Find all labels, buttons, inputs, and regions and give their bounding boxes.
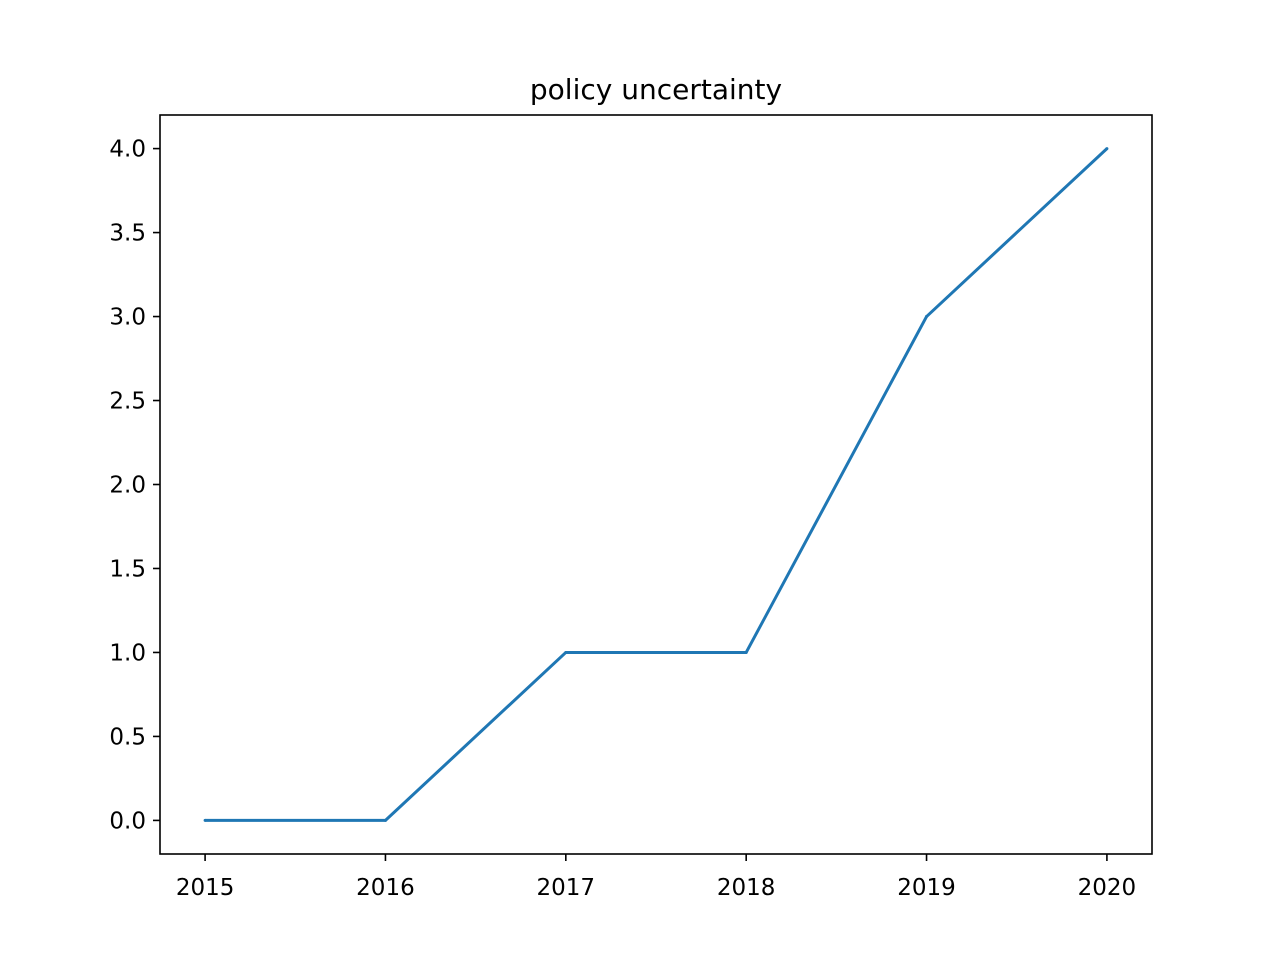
y-tick-label: 4.0 xyxy=(109,137,146,163)
x-tick-label: 2016 xyxy=(356,875,415,901)
y-tick-label: 0.0 xyxy=(109,808,146,834)
data-point xyxy=(925,315,929,319)
y-tick-label: 3.5 xyxy=(109,221,146,247)
x-axis: 2015 2016 2017 2018 2019 2020 xyxy=(176,854,1136,901)
y-tick-label: 3.0 xyxy=(109,305,146,331)
data-point xyxy=(1105,147,1109,151)
chart-title: policy uncertainty xyxy=(530,73,782,106)
y-tick-label: 2.0 xyxy=(109,473,146,499)
plot-area-frame xyxy=(159,114,1153,855)
data-point xyxy=(564,650,568,654)
x-tick-label: 2019 xyxy=(897,875,956,901)
x-tick-label: 2018 xyxy=(717,875,776,901)
series-layer xyxy=(203,147,1109,822)
data-point xyxy=(744,650,748,654)
x-tick-label: 2017 xyxy=(537,875,596,901)
series-line xyxy=(205,147,1108,822)
y-tick-label: 1.5 xyxy=(109,556,146,582)
data-point xyxy=(203,818,207,822)
x-tick-label: 2020 xyxy=(1078,875,1137,901)
y-tick-label: 0.5 xyxy=(109,724,146,750)
x-tick-label: 2015 xyxy=(176,875,235,901)
data-point xyxy=(383,818,387,822)
y-tick-label: 1.0 xyxy=(109,640,146,666)
y-axis: 0.0 0.5 1.0 1.5 2.0 2.5 3.0 3.5 4.0 xyxy=(109,137,160,834)
y-tick-label: 2.5 xyxy=(109,389,146,415)
